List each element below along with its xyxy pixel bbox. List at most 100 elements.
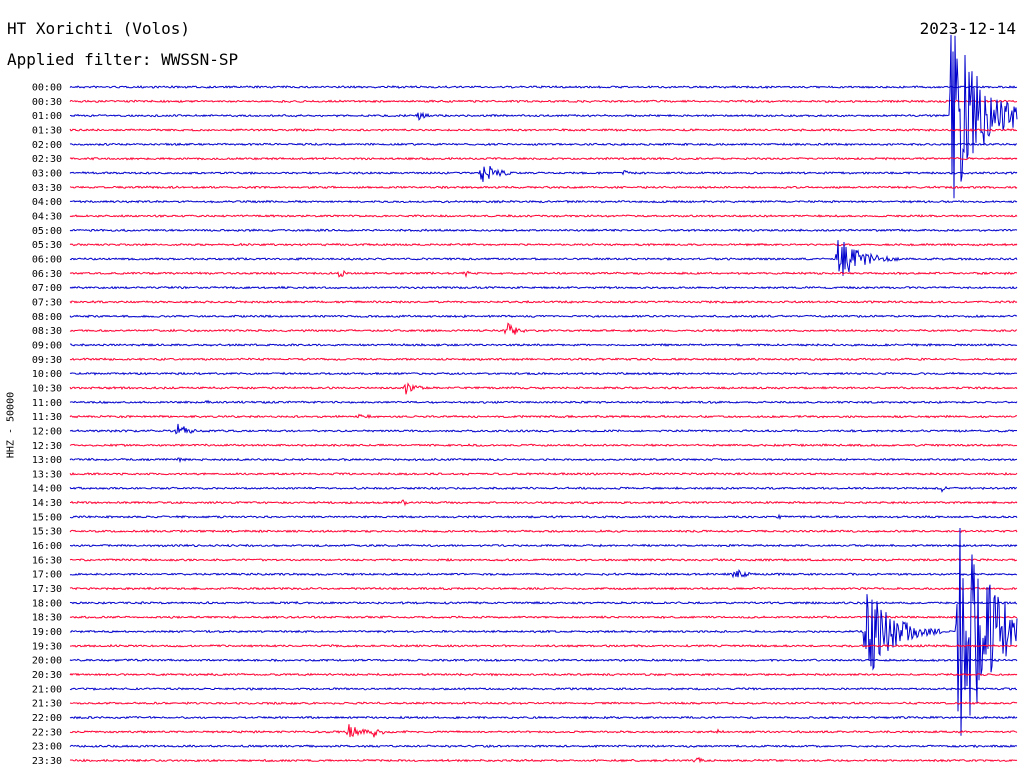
- row-label-0630: 06:30: [32, 269, 62, 280]
- row-label-2200: 22:00: [32, 713, 62, 724]
- row-label-0530: 05:30: [32, 240, 62, 251]
- row-label-0200: 02:00: [32, 140, 62, 151]
- row-label-1100: 11:00: [32, 398, 62, 409]
- row-label-1600: 16:00: [32, 541, 62, 552]
- trace-1430: [70, 499, 1018, 507]
- trace-0230: [69, 156, 1018, 161]
- trace-1630: [69, 557, 1018, 562]
- trace-0630: [69, 269, 1018, 278]
- trace-1100: [69, 399, 1018, 405]
- row-label-0430: 04:30: [32, 211, 62, 222]
- row-label-0500: 05:00: [32, 226, 62, 237]
- trace-0200: [69, 142, 1018, 147]
- trace-2230: [69, 724, 1018, 738]
- trace-0700: [69, 285, 1018, 290]
- row-label-1630: 16:30: [32, 555, 62, 566]
- trace-1300: [69, 457, 1018, 464]
- row-label-2330: 23:30: [32, 756, 62, 767]
- station-title: HT Xorichti (Volos): [7, 19, 191, 38]
- row-label-0400: 04:00: [32, 197, 62, 208]
- row-label-2100: 21:00: [32, 684, 62, 695]
- row-label-2030: 20:30: [32, 670, 62, 681]
- trace-2330: [69, 756, 1018, 764]
- row-label-0800: 08:00: [32, 312, 62, 323]
- row-label-1300: 13:00: [32, 455, 62, 466]
- row-label-1930: 19:30: [32, 641, 62, 652]
- row-label-0130: 01:30: [32, 125, 62, 136]
- row-label-2300: 23:00: [32, 742, 62, 753]
- row-label-0330: 03:30: [32, 183, 62, 194]
- trace-1230: [69, 443, 1018, 448]
- trace-1330: [69, 471, 1018, 476]
- trace-1130: [69, 413, 1018, 420]
- trace-1000: [69, 371, 1018, 376]
- row-label-1000: 10:00: [32, 369, 62, 380]
- row-label-1730: 17:30: [32, 584, 62, 595]
- row-label-2230: 22:30: [32, 727, 62, 738]
- row-label-1330: 13:30: [32, 469, 62, 480]
- trace-0500: [69, 228, 1018, 233]
- row-label-0300: 03:00: [32, 168, 62, 179]
- trace-2200: [69, 715, 1018, 720]
- trace-1530: [69, 529, 1018, 534]
- row-label-0700: 07:00: [32, 283, 62, 294]
- row-label-0030: 00:30: [32, 97, 62, 108]
- trace-1400: [69, 485, 1018, 493]
- row-label-1130: 11:30: [32, 412, 62, 423]
- row-label-1830: 18:30: [32, 613, 62, 624]
- trace-0930: [69, 357, 1018, 362]
- row-label-1400: 14:00: [32, 484, 62, 495]
- trace-0400: [69, 199, 1018, 204]
- row-label-1900: 19:00: [32, 627, 62, 638]
- row-label-1230: 12:30: [32, 441, 62, 452]
- trace-0430: [69, 213, 1018, 218]
- row-label-0230: 02:30: [32, 154, 62, 165]
- trace-0730: [69, 299, 1018, 304]
- trace-0600: [69, 240, 1018, 276]
- trace-2100: [69, 686, 1018, 691]
- row-label-1030: 10:30: [32, 383, 62, 394]
- trace-1600: [69, 543, 1018, 548]
- row-label-0900: 09:00: [32, 340, 62, 351]
- trace-1930: [69, 643, 1018, 648]
- trace-0000: [69, 85, 1018, 90]
- trace-0330: [69, 185, 1018, 190]
- row-label-1800: 18:00: [32, 598, 62, 609]
- row-label-2130: 21:30: [32, 699, 62, 710]
- trace-0530: [69, 242, 1018, 247]
- trace-2000: [69, 658, 1018, 663]
- trace-1500: [69, 513, 1018, 521]
- row-label-1700: 17:00: [32, 570, 62, 581]
- trace-1200: [69, 423, 1018, 435]
- trace-2300: [69, 744, 1018, 749]
- trace-0830: [69, 322, 1018, 335]
- row-label-2000: 20:00: [32, 656, 62, 667]
- row-label-1200: 12:00: [32, 426, 62, 437]
- date-label: 2023-12-14: [919, 19, 1016, 38]
- row-label-0930: 09:30: [32, 355, 62, 366]
- trace-0030: [69, 99, 1018, 104]
- trace-1800: [69, 600, 1018, 605]
- row-label-0730: 07:30: [32, 297, 62, 308]
- trace-0130: [69, 128, 1018, 132]
- trace-1900: [69, 527, 1018, 736]
- trace-0300: [69, 165, 1018, 182]
- row-label-0100: 01:00: [32, 111, 62, 122]
- row-label-0000: 00:00: [32, 83, 62, 94]
- trace-1830: [69, 615, 1018, 620]
- row-label-1530: 15:30: [32, 527, 62, 538]
- trace-2030: [69, 672, 1018, 677]
- row-label-1430: 14:30: [32, 498, 62, 509]
- trace-1700: [69, 569, 1018, 579]
- trace-0900: [69, 342, 1018, 348]
- trace-0800: [69, 314, 1018, 319]
- row-label-0830: 08:30: [32, 326, 62, 337]
- row-label-1500: 15:00: [32, 512, 62, 523]
- filter-label: Applied filter: WWSSN-SP: [7, 50, 239, 69]
- trace-2130: [69, 701, 1018, 706]
- trace-1730: [69, 586, 1018, 591]
- trace-0100: [69, 34, 1018, 199]
- row-label-0600: 06:00: [32, 254, 62, 265]
- trace-1030: [69, 382, 1018, 395]
